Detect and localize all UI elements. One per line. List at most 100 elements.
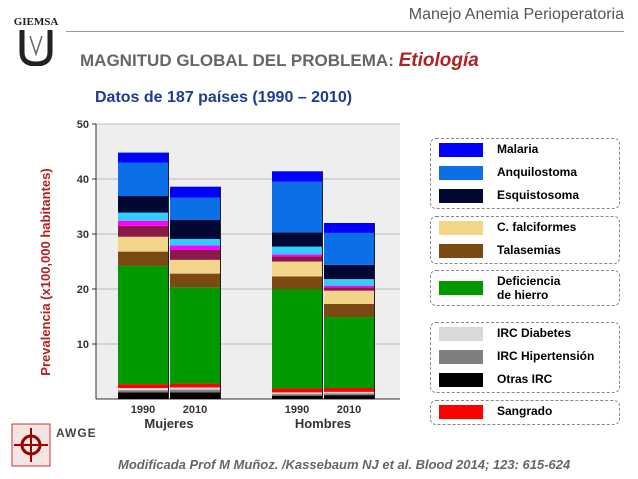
legend-item: Sangrado [431,401,619,424]
bar-segment [170,273,220,288]
bar-segment [170,249,220,260]
legend-item: C. falciformes [431,217,619,240]
corner-logo: AWGE [8,420,108,472]
bar-segment [118,384,168,388]
legend-label: Anquilostoma [497,165,577,179]
legend-label: Sangrado [497,404,553,418]
bar-segment [118,251,168,266]
legend-item: Otras IRC [431,369,619,392]
bar-segment [170,392,220,399]
legend-item: Malaria [431,139,619,162]
bar-segment [272,261,322,277]
bar-segment [272,171,322,182]
legend-label: Otras IRC [497,372,553,386]
bar-segment [324,395,374,399]
legend-swatch [439,405,483,419]
bar-segment [272,246,322,255]
legend-swatch [439,244,483,258]
legend-item: Anquilostoma [431,162,619,185]
legend-swatch [439,166,483,180]
bar-segment [324,391,374,394]
legend-group: Malaria Anquilostoma Esquistosoma [430,138,620,209]
bar-segment [170,197,220,220]
bar-segment [272,289,322,389]
subtitle-accent: Etiología [398,50,479,71]
bar-segment [272,232,322,247]
bar-segment [118,196,168,213]
legend-item: Esquistosoma [431,185,619,208]
header-divider [66,31,624,32]
bar-segment [118,220,168,226]
bar-segment [118,388,168,391]
group-label: Mujeres [144,416,193,431]
bar-segment [324,393,374,396]
legend-swatch [439,221,483,235]
x-tick-label: 1990 [131,404,155,416]
legend-item: Talasemias [431,240,619,263]
legend-item: IRC Hipertensión [431,346,619,369]
bar-segment [118,225,168,237]
bar-segment [170,389,220,393]
bar-segment [324,287,374,291]
legend-label: IRC Hipertensión [497,349,595,363]
bar-segment [324,290,374,304]
legend-group: Deficiencia de hierro [430,270,620,306]
bar-segment [118,212,168,221]
x-tick-label: 2010 [183,404,207,416]
footnote: Modificada Prof M Muñoz. /Kassebaum NJ e… [118,457,571,472]
legend-label: IRC Diabetes [497,326,572,340]
legend-group: IRC Diabetes IRC Hipertensión Otras IRC [430,322,620,393]
bar-segment [170,387,220,390]
chart-title: Datos de 187 países (1990 – 2010) [95,89,353,106]
bar-segment [324,317,374,388]
header-title: Manejo Anemia Perioperatoria [408,6,624,23]
y-axis-label: Prevalencia (x100,000 habitantes) [38,168,53,376]
corner-logo-text: AWGE [56,426,97,440]
bar-segment [324,279,374,286]
bar-segment [170,219,220,239]
y-tick-label: 40 [77,174,89,186]
bar-segment [324,285,374,288]
y-tick-label: 20 [77,284,89,296]
bar-segment [324,223,374,233]
legend-label: Deficiencia de hierro [497,274,561,302]
legend-group: C. falciformes Talasemias [430,216,620,264]
bar-segment [272,395,322,399]
legend-item: IRC Diabetes [431,323,619,346]
bar-segment [324,303,374,318]
legend-item: Deficiencia de hierro [431,271,619,305]
legend-group: Sangrado [430,400,620,425]
x-tick-label: 2010 [337,404,361,416]
bar-segment [170,186,220,198]
bar-segment [170,238,220,246]
bar-segment [272,254,322,257]
bar-segment [272,276,322,289]
legend-label: Esquistosoma [497,188,580,202]
bar-segment [272,394,322,396]
bar-segment [324,232,374,265]
y-tick-label: 30 [77,229,89,241]
legend-swatch [439,281,483,295]
legend-swatch [439,189,483,203]
bar-segment [170,287,220,384]
y-tick-label: 10 [77,339,89,351]
bar-segment [170,259,220,274]
subtitle-main: MAGNITUD GLOBAL DEL PROBLEMA: [80,51,399,70]
group-label: Hombres [295,416,351,431]
giemsa-logo-text: GIEMSA [13,16,59,28]
legend-swatch [439,373,483,387]
legend-label: Malaria [497,142,539,156]
bar-segment [324,264,374,280]
corner-logo-icon [11,423,51,467]
bar-segment [170,383,220,388]
giemsa-logo: GIEMSA [8,8,64,68]
legend-swatch [439,143,483,157]
legend-swatch [439,327,483,341]
bar-segment [170,245,220,250]
bar-segment [118,265,168,385]
bar-segment [272,181,322,233]
legend-label: Talasemias [497,243,561,257]
bar-segment [324,388,374,392]
page-subtitle: MAGNITUD GLOBAL DEL PROBLEMA: Etiología [80,50,479,72]
